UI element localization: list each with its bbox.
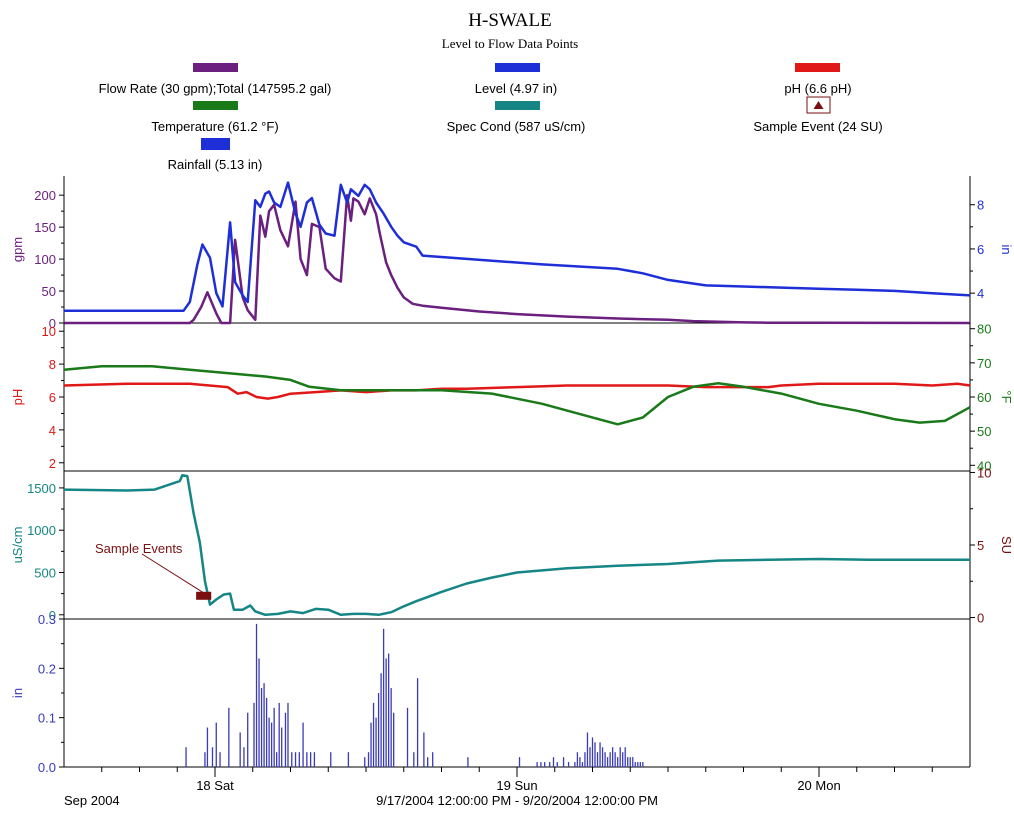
left-tick-label: 0.1: [38, 711, 56, 726]
right-tick-label: 80: [977, 322, 991, 337]
legend-label-temperature: Temperature (61.2 °F): [151, 119, 278, 134]
left-tick-label: 8: [49, 357, 56, 372]
left-tick-label: 0.3: [38, 612, 56, 627]
legend-label-spec-cond: Spec Cond (587 uS/cm): [447, 119, 586, 134]
left-tick-label: 1000: [27, 523, 56, 538]
left-tick-label: 4: [49, 423, 56, 438]
right-axis-label: °F: [999, 390, 1014, 403]
chart-title: H-SWALE: [468, 10, 551, 31]
legend-swatch-spec-cond: [495, 101, 540, 110]
right-tick-label: 10: [977, 465, 991, 480]
right-tick-label: 4: [977, 286, 984, 301]
triangle-marker-icon: [806, 96, 831, 114]
left-tick-label: 100: [34, 252, 56, 267]
panel-ph-temperature: 2 4 6 8 10 pH 40 50 60 70 80 °F: [10, 322, 1014, 474]
legend-swatch-rain: [201, 138, 230, 150]
chart-subtitle: Level to Flow Data Points: [442, 36, 579, 51]
legend: Flow Rate (30 gpm);Total (147595.2 gal) …: [99, 63, 883, 172]
right-tick-label: 50: [977, 424, 991, 439]
legend-swatch-ph: [795, 63, 840, 72]
x-axis: 18 Sat 19 Sun 20 Mon: [101, 767, 933, 793]
left-axis-label: pH: [10, 389, 25, 406]
left-axis-label: uS/cm: [10, 527, 25, 564]
legend-swatch-flow: [193, 63, 238, 72]
series-line-flow-rate: [64, 193, 971, 325]
x-tick-label: 20 Mon: [797, 778, 840, 793]
annotation-sample-events: Sample Events: [95, 541, 183, 556]
left-tick-label: 6: [49, 390, 56, 405]
footer-date-range: 9/17/2004 12:00:00 PM - 9/20/2004 12:00:…: [376, 793, 658, 808]
panel-flow-level: 0 50 100 150 200 gpm 4 6 8 in: [10, 176, 1014, 331]
left-tick-label: 1500: [27, 481, 56, 496]
legend-label-rain: Rainfall (5.13 in): [168, 157, 263, 172]
right-tick-label: 70: [977, 356, 991, 371]
panel-spec-cond: 0 500 1000 1500 uS/cm 0 5 10 SU Sample Events: [10, 465, 1014, 625]
left-tick-label: 200: [34, 188, 56, 203]
annotation-leader-line: [141, 553, 204, 594]
right-tick-label: 5: [977, 538, 984, 553]
footer-period: Sep 2004: [64, 793, 120, 808]
left-tick-label: 500: [34, 565, 56, 580]
left-tick-label: 50: [42, 284, 56, 299]
right-tick-label: 0: [977, 611, 984, 626]
left-tick-label: 2: [49, 456, 56, 471]
legend-label-sample: Sample Event (24 SU): [753, 119, 882, 134]
left-tick-label: 0: [49, 316, 56, 331]
right-tick-label: 8: [977, 198, 984, 213]
left-tick-label: 0.0: [38, 760, 56, 775]
x-tick-label: 18 Sat: [196, 778, 234, 793]
x-tick-label: 19 Sun: [496, 778, 537, 793]
legend-swatch-level: [495, 63, 540, 72]
left-tick-label: 0.2: [38, 661, 56, 676]
series-line-level: [64, 181, 971, 313]
right-tick-label: 6: [977, 242, 984, 257]
right-axis-label: in: [999, 244, 1014, 254]
sample-event-marker: [196, 591, 212, 600]
panel-rainfall: 0.0 0.1 0.2 0.3 in: [10, 612, 971, 775]
series-line-spec-cond: [63, 473, 970, 617]
left-tick-label: 10: [42, 324, 56, 339]
series-line-temperature: [63, 365, 971, 426]
legend-swatch-temperature: [193, 101, 238, 110]
legend-label-ph: pH (6.6 pH): [784, 81, 851, 96]
left-tick-label: 0: [49, 608, 56, 623]
right-tick-label: 60: [977, 390, 991, 405]
legend-label-level: Level (4.97 in): [475, 81, 557, 96]
series-line-ph: [63, 382, 971, 400]
right-axis-label: SU: [999, 536, 1014, 554]
right-tick-label: 40: [977, 458, 991, 473]
legend-label-flow: Flow Rate (30 gpm);Total (147595.2 gal): [99, 81, 332, 96]
left-axis-label: gpm: [10, 237, 25, 262]
left-tick-label: 150: [34, 220, 56, 235]
left-axis-label: in: [10, 688, 25, 698]
